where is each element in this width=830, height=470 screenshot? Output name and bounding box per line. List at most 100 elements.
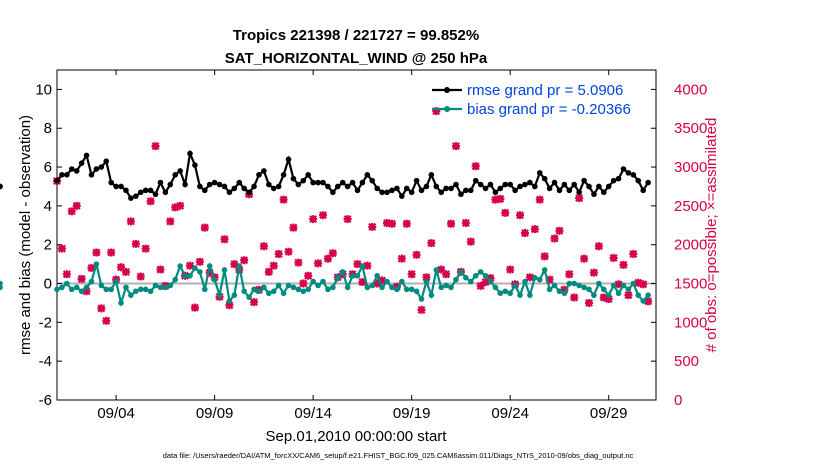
bias-point — [295, 286, 302, 293]
bias-point — [64, 280, 70, 287]
y-right-tick-label: 3500 — [674, 120, 707, 137]
rmse-point — [541, 175, 548, 182]
bias-point — [546, 286, 553, 293]
bias-point — [408, 286, 415, 293]
rmse-point — [152, 191, 159, 198]
legend-bias-marker — [444, 106, 450, 112]
bias-point — [443, 282, 449, 289]
bias-point — [182, 272, 188, 279]
rmse-point — [300, 177, 307, 184]
bias-point — [78, 288, 85, 295]
rmse-point — [157, 179, 164, 186]
rmse-point — [285, 156, 292, 163]
bias-point — [576, 282, 582, 289]
bias-point — [349, 272, 356, 279]
bias-point — [103, 286, 110, 293]
rmse-point — [339, 179, 346, 186]
rmse-point — [275, 183, 282, 190]
bias-point — [487, 278, 494, 285]
obs-count-point — [437, 265, 446, 274]
rmse-point — [197, 183, 203, 190]
obs-count-point — [555, 226, 564, 235]
bias-point — [187, 272, 193, 279]
obs-count-point — [644, 297, 653, 306]
bias-point — [640, 298, 646, 304]
rmse-point — [517, 183, 523, 190]
rmse-point — [477, 181, 484, 188]
rmse-point — [266, 181, 272, 188]
rmse-point — [246, 189, 252, 196]
rmse-point — [359, 179, 366, 186]
bias-point — [137, 286, 144, 293]
bias-point — [0, 280, 3, 287]
bias-point — [600, 286, 607, 293]
bias-point — [157, 284, 164, 291]
rmse-point — [625, 170, 632, 176]
bias-point — [305, 286, 312, 293]
rmse-point — [418, 187, 425, 194]
bias-point — [384, 278, 390, 285]
obs-count-point — [319, 211, 328, 220]
rmse-point — [226, 189, 233, 196]
rmse-point — [389, 187, 395, 194]
obs-count-point — [422, 273, 431, 282]
obs-count-point — [496, 194, 505, 203]
rmse-point — [428, 172, 435, 178]
rmse-point — [305, 172, 312, 178]
obs-count-point — [284, 247, 293, 256]
rmse-point — [600, 189, 607, 196]
bias-point — [310, 278, 316, 285]
rmse-point — [256, 172, 262, 178]
y-left-tick-label: -2 — [39, 314, 52, 331]
rmse-point — [448, 185, 454, 192]
y-right-tick-label: 1000 — [674, 314, 707, 331]
bias-point — [458, 269, 464, 275]
rmse-point — [408, 189, 415, 196]
rmse-point — [280, 172, 287, 178]
obs-count-point — [131, 239, 140, 248]
bias-point — [561, 290, 568, 297]
obs-count-point — [476, 281, 485, 290]
obs-count-point — [264, 267, 273, 276]
obs-count-point — [368, 222, 377, 231]
bias-point — [162, 284, 169, 291]
rmse-point — [635, 177, 642, 184]
obs-count-point — [560, 285, 569, 294]
bias-point — [596, 280, 602, 287]
bias-point — [472, 272, 479, 279]
obs-count-point — [171, 203, 180, 212]
bias-point — [197, 269, 203, 275]
rmse-point — [349, 179, 356, 186]
obs-count-point — [432, 107, 441, 116]
obs-count-point — [442, 270, 451, 279]
bias-point — [201, 286, 208, 293]
y-right-tick-label: 500 — [674, 353, 699, 370]
obs-count-point — [491, 195, 500, 204]
obs-count-point — [126, 217, 135, 226]
bias-point — [463, 274, 469, 281]
rmse-point — [325, 183, 331, 190]
obs-count-point — [520, 229, 529, 238]
bias-point — [379, 284, 385, 291]
bias-point — [645, 292, 651, 298]
bias-point — [290, 284, 297, 291]
rmse-point — [137, 189, 144, 196]
axes-box — [56, 69, 657, 401]
bias-point — [586, 286, 592, 293]
bias-point — [251, 286, 257, 293]
y-left-tick-label: 4 — [44, 198, 52, 215]
rmse-point — [334, 183, 341, 190]
obs-count-point — [289, 223, 298, 232]
obs-count-point — [397, 254, 406, 263]
bias-point — [556, 288, 563, 295]
y-left-tick-label: -4 — [39, 353, 52, 370]
rmse-point — [423, 183, 430, 190]
obs-count-point — [417, 305, 426, 314]
rmse-point — [399, 193, 405, 199]
obs-count-point — [545, 275, 554, 284]
rmse-point — [472, 177, 479, 184]
obs-count-point — [575, 194, 584, 203]
bias-point — [438, 284, 445, 291]
obs-count-point — [589, 268, 598, 277]
rmse-point — [330, 189, 336, 196]
